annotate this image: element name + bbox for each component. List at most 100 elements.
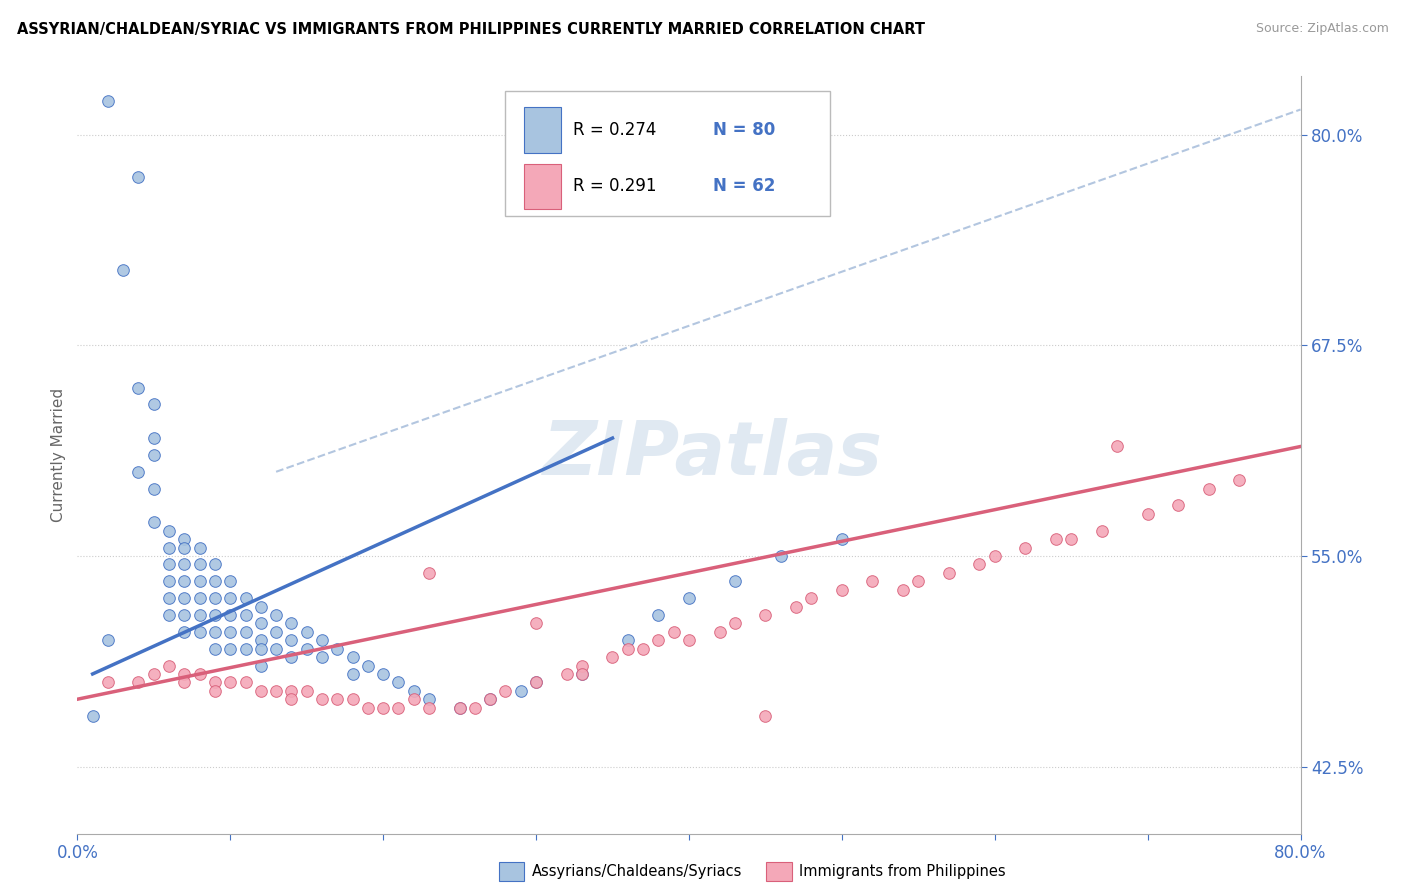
Point (97, 94, 120, 108)
Point (142, 667, 165, 681)
Point (127, 675, 149, 690)
Point (250, 616, 273, 631)
Point (157, 541, 180, 555)
Point (97, 675, 120, 690)
Point (173, 532, 195, 546)
Point (418, 700, 440, 714)
Point (264, 607, 287, 622)
Point (127, 169, 149, 184)
Point (142, 397, 165, 411)
Point (235, 624, 257, 639)
Point (250, 658, 273, 673)
Point (724, 574, 747, 589)
Text: R = 0.274: R = 0.274 (572, 121, 657, 139)
Point (204, 591, 226, 606)
Point (280, 616, 302, 631)
Point (326, 692, 349, 706)
Point (235, 591, 257, 606)
Bar (524, 107, 561, 153)
Point (495, 683, 517, 698)
Point (311, 633, 333, 648)
Point (219, 675, 242, 690)
Point (173, 558, 195, 572)
Text: Source: ZipAtlas.com: Source: ZipAtlas.com (1256, 22, 1389, 36)
Point (142, 516, 165, 530)
Y-axis label: Currently Married: Currently Married (51, 388, 66, 522)
Point (295, 624, 318, 639)
Point (188, 558, 211, 572)
Point (235, 641, 257, 656)
Point (264, 683, 287, 698)
Point (571, 658, 593, 673)
Point (219, 624, 242, 639)
Point (173, 624, 195, 639)
Point (188, 541, 211, 555)
Point (418, 692, 440, 706)
Point (188, 574, 211, 589)
Point (295, 641, 318, 656)
Point (769, 549, 792, 563)
Point (402, 683, 425, 698)
Point (969, 558, 991, 572)
Point (311, 650, 333, 665)
Point (204, 675, 226, 690)
Point (157, 558, 180, 572)
Point (264, 624, 287, 639)
Point (157, 658, 180, 673)
Point (754, 709, 776, 723)
Point (280, 683, 302, 698)
Point (602, 650, 624, 665)
Point (1014, 541, 1036, 555)
Point (250, 641, 273, 656)
Point (800, 591, 823, 606)
Text: ZIPatlas: ZIPatlas (543, 418, 883, 491)
Point (250, 633, 273, 648)
Point (402, 692, 425, 706)
Point (509, 683, 531, 698)
Point (357, 658, 380, 673)
Point (280, 692, 302, 706)
Point (157, 574, 180, 589)
Point (647, 633, 669, 648)
Point (418, 566, 440, 580)
Text: Assyrians/Chaldeans/Syriacs: Assyrians/Chaldeans/Syriacs (531, 864, 742, 879)
Point (631, 641, 654, 656)
Point (571, 667, 593, 681)
Point (219, 591, 242, 606)
Point (173, 541, 195, 555)
Point (449, 700, 471, 714)
Point (264, 641, 287, 656)
Point (188, 607, 211, 622)
Point (157, 524, 180, 538)
Point (204, 558, 226, 572)
Point (709, 624, 731, 639)
Point (127, 465, 149, 479)
Point (449, 700, 471, 714)
Point (173, 591, 195, 606)
Point (1136, 507, 1159, 521)
Text: N = 80: N = 80 (713, 121, 776, 139)
Point (754, 607, 776, 622)
Point (204, 641, 226, 656)
Point (235, 607, 257, 622)
Point (142, 482, 165, 496)
Point (173, 675, 195, 690)
Point (1045, 532, 1067, 546)
Point (524, 675, 547, 690)
Point (235, 675, 257, 690)
Point (662, 624, 685, 639)
Point (342, 692, 364, 706)
Point (142, 431, 165, 445)
Point (524, 616, 547, 631)
Point (387, 675, 409, 690)
Point (524, 675, 547, 690)
Point (204, 607, 226, 622)
Point (571, 667, 593, 681)
Point (724, 616, 747, 631)
Point (479, 692, 502, 706)
Point (617, 633, 640, 648)
Bar (524, 164, 561, 210)
Point (678, 591, 700, 606)
Point (280, 633, 302, 648)
Point (219, 641, 242, 656)
